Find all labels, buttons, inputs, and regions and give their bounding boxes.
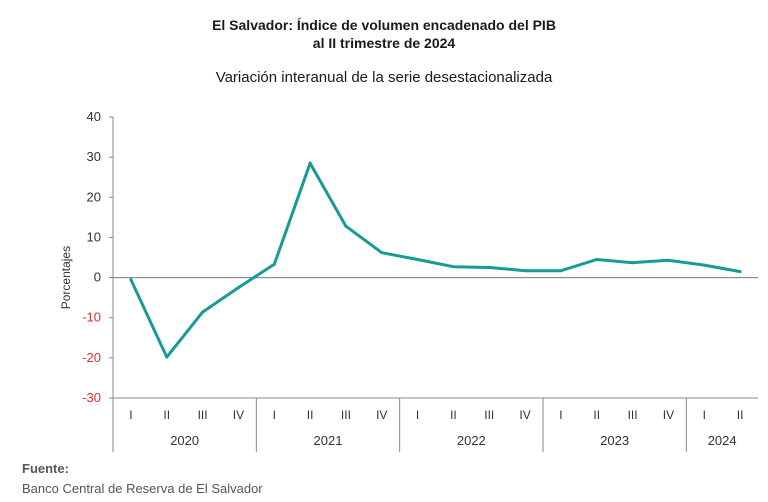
x-tick-label: I [416, 408, 419, 422]
data-point [308, 161, 312, 165]
data-point [595, 258, 599, 262]
y-tick-label: -20 [82, 350, 101, 365]
y-tick-label: 20 [87, 189, 101, 204]
data-point [416, 258, 420, 262]
x-tick-label: III [628, 408, 638, 422]
data-point [451, 265, 455, 269]
data-point [344, 224, 348, 228]
line-chart: 40 30 20 10 0 -10 -20 -30 Porcentajes 2020 2021 202… [59, 109, 758, 452]
x-tick-label: II [163, 408, 170, 422]
x-tick-label: I [273, 408, 276, 422]
data-point [631, 261, 635, 265]
x-year-label: 2023 [600, 433, 629, 448]
x-tick-label: IV [233, 408, 244, 422]
data-point [523, 269, 527, 273]
x-tick-label: III [198, 408, 208, 422]
data-point [738, 270, 742, 274]
data-point [666, 258, 670, 262]
x-tick-label: III [484, 408, 494, 422]
x-tick-label: II [737, 408, 744, 422]
data-point [380, 251, 384, 255]
data-point [559, 269, 563, 273]
x-year-label: 2024 [708, 433, 737, 448]
data-point [129, 278, 133, 282]
x-year-label: 2022 [457, 433, 486, 448]
data-point [487, 266, 491, 270]
source-text: Banco Central de Reserva de El Salvador [22, 481, 263, 496]
source-label: Fuente: [22, 461, 69, 476]
x-year-label: 2020 [170, 433, 199, 448]
y-tick-label: -30 [82, 390, 101, 405]
x-tick-label: I [703, 408, 706, 422]
x-tick-label: I [129, 408, 132, 422]
x-tick-label: II [307, 408, 314, 422]
chart-title-line-1: El Salvador: Índice de volumen encadenad… [212, 17, 556, 33]
y-tick-label: 40 [87, 109, 101, 124]
series-line [129, 161, 742, 359]
chart-subtitle: Variación interanual de la serie desesta… [215, 69, 553, 86]
data-point [236, 286, 240, 290]
x-tick-label: II [593, 408, 600, 422]
y-tick-label: 0 [94, 270, 101, 285]
x-tick-label: III [341, 408, 351, 422]
data-point [272, 262, 276, 266]
x-tick-label: IV [519, 408, 530, 422]
data-point [165, 355, 169, 359]
data-point [702, 263, 706, 267]
x-tick-label: IV [663, 408, 674, 422]
x-tick-label: I [559, 408, 562, 422]
x-tick-label: II [450, 408, 457, 422]
chart-title-line-2: al II trimestre de 2024 [312, 35, 456, 51]
y-axis-label: Porcentajes [59, 246, 73, 309]
y-tick-label: 30 [87, 149, 101, 164]
x-year-label: 2021 [314, 433, 343, 448]
y-tick-label: 10 [87, 229, 101, 244]
data-point [201, 310, 205, 314]
y-tick-label: -10 [82, 310, 101, 325]
x-tick-label: IV [376, 408, 387, 422]
